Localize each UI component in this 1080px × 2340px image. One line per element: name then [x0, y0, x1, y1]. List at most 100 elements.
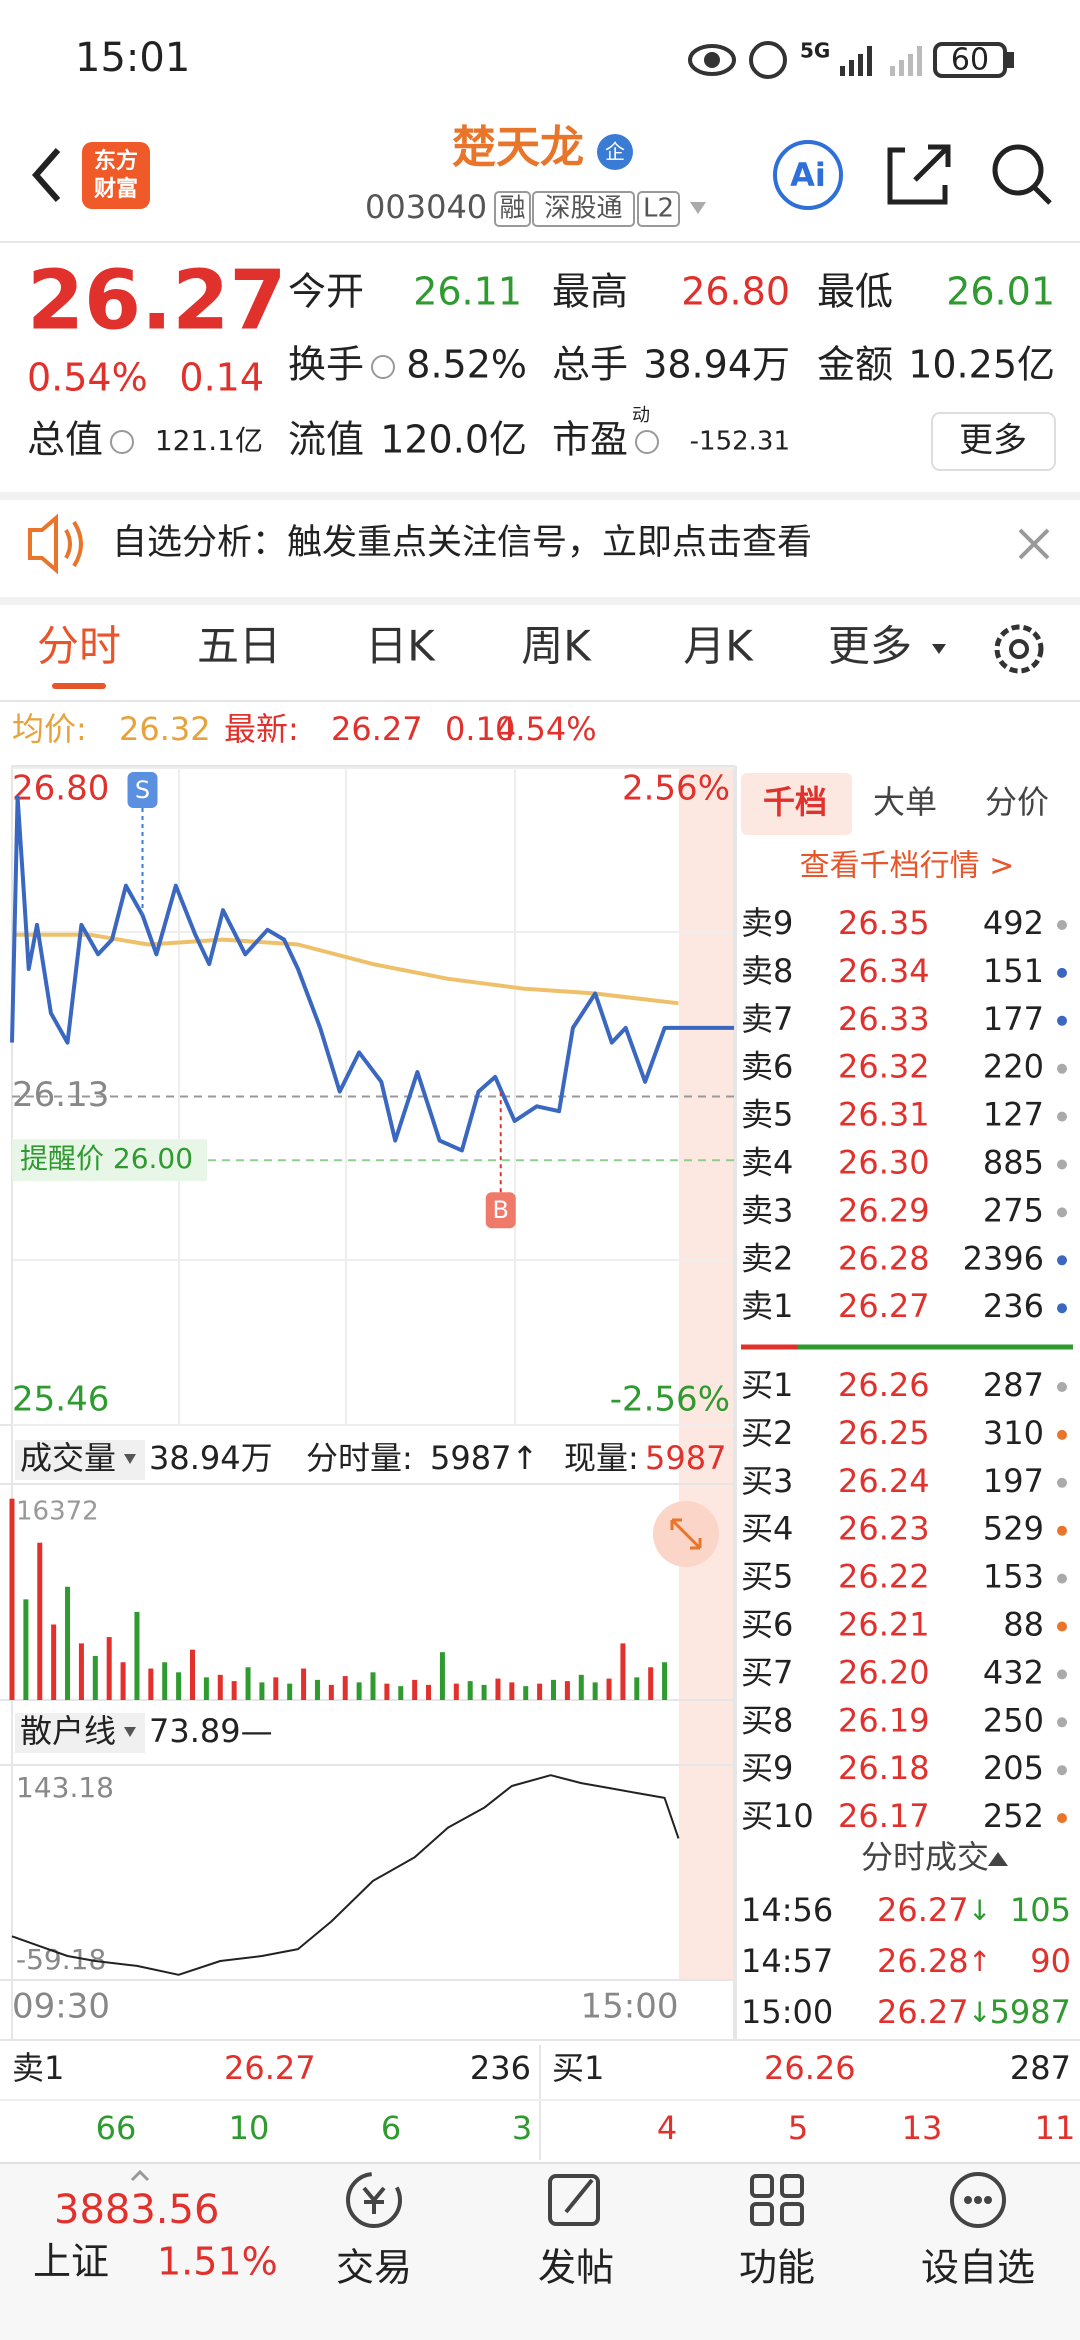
tab[interactable]: 日K — [365, 622, 436, 671]
volume-bar — [37, 1542, 43, 1700]
book-dot — [1057, 1429, 1067, 1440]
indicator-selector[interactable] — [15, 1440, 145, 1480]
latest-label: 最新: — [224, 710, 299, 748]
close-banner[interactable] — [1018, 528, 1050, 560]
nav-item[interactable]: 设自选 — [921, 2246, 1035, 2290]
nav-item[interactable]: 发帖 — [538, 2246, 614, 2290]
tab[interactable]: 月K — [683, 622, 754, 671]
book-dot — [1057, 1621, 1067, 1632]
volume-bar — [301, 1668, 307, 1700]
volume-bar — [537, 1683, 543, 1700]
settings-button[interactable] — [994, 624, 1044, 674]
trade-volume: 5987 — [990, 1993, 1071, 2031]
x-tick-label: 15:00 — [580, 1987, 678, 2027]
trade-time: 14:56 — [741, 1891, 833, 1929]
index-expand[interactable] — [130, 2169, 150, 2182]
book-volume: 153 — [983, 1558, 1044, 1596]
tab[interactable]: 更多 — [828, 622, 912, 671]
trade-direction: ↓ — [968, 1996, 991, 2029]
count: 3 — [512, 2109, 532, 2147]
book-volume: 88 — [1003, 1606, 1044, 1644]
trade-time: 14:57 — [741, 1942, 833, 1980]
ask-label: 卖1 — [12, 2049, 64, 2087]
trade-price: 26.28 — [877, 1942, 969, 1980]
panel-tab[interactable]: 大单 — [873, 783, 937, 821]
alert-box — [12, 1139, 207, 1182]
book-volume: 250 — [983, 1701, 1044, 1739]
nav-icons — [346, 2172, 1006, 2228]
indicator-selector[interactable] — [15, 1713, 145, 1753]
volume-bar — [287, 1683, 293, 1700]
volume-bar — [23, 1599, 29, 1700]
book-volume: 529 — [983, 1510, 1044, 1548]
field-value: 26.11 — [413, 270, 522, 314]
nav-item[interactable]: 交易 — [336, 2246, 412, 2290]
index-name[interactable]: 上证 — [33, 2240, 109, 2284]
panel-tab[interactable]: 千档 — [763, 783, 827, 821]
marker-badge — [127, 772, 158, 808]
index-change[interactable]: 1.51% — [157, 2240, 278, 2284]
retail-selector[interactable]: 散户线 — [20, 1712, 116, 1750]
field-note: 动 — [632, 405, 650, 426]
retail-value: 73.89— — [149, 1712, 273, 1750]
trades-toggle[interactable] — [988, 1852, 1008, 1866]
tab[interactable]: 五日 — [197, 622, 281, 671]
line — [11, 1774, 680, 1976]
volume-total: 38.94万 — [149, 1439, 273, 1477]
count: 10 — [229, 2109, 270, 2147]
code-dropdown[interactable] — [690, 202, 706, 214]
book-volume: 287 — [983, 1366, 1044, 1404]
settings-center — [1009, 639, 1029, 659]
latest-change: 0.14 — [445, 710, 516, 748]
book-dot — [1057, 1255, 1067, 1266]
volume-bar — [245, 1667, 251, 1700]
y-tick-label: 16372 — [16, 1497, 99, 1527]
active-tab-indicator — [52, 683, 106, 689]
tab[interactable]: 周K — [521, 622, 592, 671]
signal-icon — [840, 46, 872, 76]
more-button[interactable] — [931, 412, 1056, 471]
share-button[interactable] — [887, 144, 951, 205]
book-volume: 205 — [983, 1749, 1044, 1787]
book-level: 买5 — [741, 1558, 793, 1596]
ai-button[interactable] — [773, 140, 843, 210]
book-dot — [1057, 1813, 1067, 1824]
order-book: 卖9 26.35 492 卖8 26.34 151 卖7 26.33 177 卖6 26.32 220… — [741, 904, 1067, 1835]
code-tag — [532, 191, 635, 227]
book-level: 卖3 — [741, 1191, 793, 1229]
field-value: 8.52% — [406, 343, 527, 387]
trade-price: 26.27 — [877, 1993, 969, 2031]
volume-bar — [92, 1655, 98, 1700]
book-volume: 177 — [983, 1000, 1044, 1038]
trade-direction: ↓ — [968, 1894, 991, 1927]
search-button[interactable] — [992, 144, 1044, 196]
nav-item[interactable]: 功能 — [739, 2246, 815, 2290]
trade-direction: ↑ — [968, 1945, 991, 1978]
book-dot — [1057, 1477, 1067, 1488]
current-volume-label: 现量: — [564, 1439, 639, 1477]
change-pct: 0.54% — [27, 356, 148, 400]
book-price: 26.27 — [838, 1287, 930, 1325]
index-value[interactable]: 3883.56 — [54, 2187, 219, 2233]
book-level: 买9 — [741, 1749, 793, 1787]
avg-price: 26.32 — [119, 710, 211, 748]
y-tick-label: -59.18 — [16, 1943, 106, 1976]
back-button[interactable] — [32, 148, 61, 202]
marker-badge — [485, 1192, 516, 1229]
banner-text[interactable]: 自选分析：触发重点关注信号，立即点击查看 — [112, 523, 812, 563]
volume-bar — [203, 1677, 209, 1700]
book-dot — [1057, 1717, 1067, 1728]
panel-tab[interactable]: 分价 — [985, 783, 1049, 821]
volume-bar — [134, 1611, 140, 1700]
alarm-icon — [749, 41, 787, 79]
volume-selector[interactable]: 成交量 — [20, 1439, 116, 1477]
ask-price: 26.27 — [224, 2049, 316, 2087]
volume-bar — [328, 1684, 334, 1700]
search-handle — [1032, 185, 1052, 205]
volume-bar — [217, 1674, 223, 1700]
volume-bar — [342, 1676, 348, 1700]
tab[interactable]: 分时 — [37, 622, 121, 671]
volume-bar — [78, 1643, 84, 1700]
depth-link[interactable]: 查看千档行情 > — [800, 849, 1015, 884]
